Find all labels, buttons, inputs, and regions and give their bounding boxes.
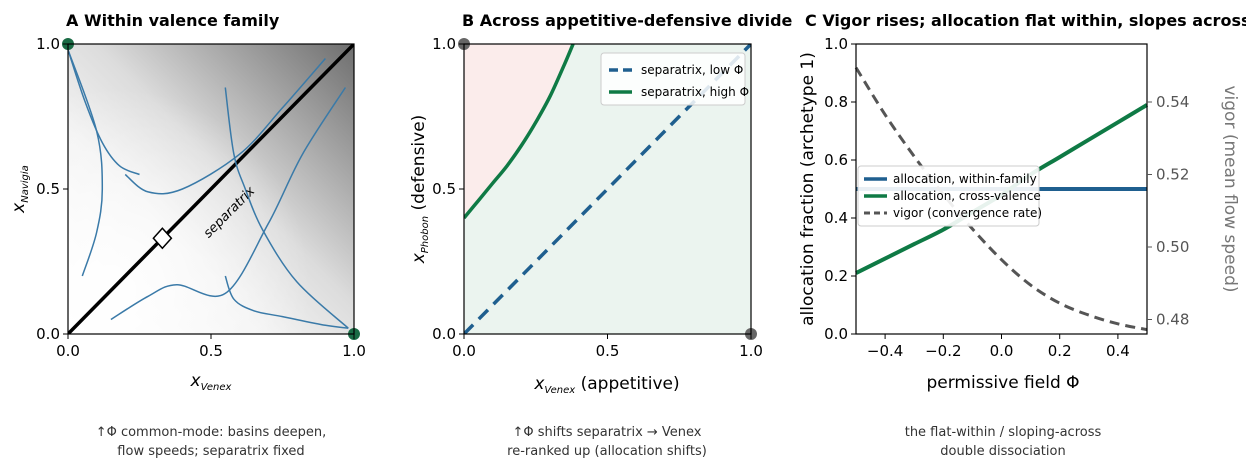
panel-b-xlabel: xVenex (appetitive) [533,374,679,396]
panel-b-xtick-label: 0.5 [596,342,620,360]
panel-c-ylabel-left: allocation fraction (archetype 1) [798,52,818,326]
panel-b-xtick-label: 1.0 [739,342,763,360]
panel-c-ytick-label: 1.0 [824,35,848,53]
panel-c-ytick-label: 0.2 [824,267,848,285]
panel-b-xtick-label: 0.0 [452,342,476,360]
panel-c-legend-box [857,165,1040,227]
panel-c-ytick-right-label: 0.48 [1156,311,1189,329]
legend-label-cross: allocation, cross-valence [893,189,1041,203]
panel-a-caption-line-1: ↑Φ common-mode: basins deepen, [96,425,327,440]
panel-b-plot [464,44,751,334]
panel-a-ytick-label: 0.5 [36,180,60,198]
saddle-point-marker [152,227,173,250]
panel-c-ytick-label: 0.8 [824,93,848,111]
flow-trajectory-6 [110,87,347,321]
flow-trajectory-2 [68,49,104,277]
panel-b-title: B Across appetitive-defensive divide [462,11,793,30]
panel-a-caption-line-2: flow speeds; separatrix fixed [117,444,304,459]
panel-a-xtick-label: 1.0 [342,342,366,360]
panel-b-ticks: 0.0 0.5 1.0 0.0 0.5 1.0 [432,35,763,360]
panel-a-title: A Within valence family [66,11,280,30]
legend-label-low-phi: separatrix, low Φ [641,63,743,77]
panel-c-ticks: −0.4 −0.2 0.0 0.2 0.4 0.0 0.2 0.4 0.6 0.8 1.0 0.48 0… [824,35,1189,360]
panel-c-xlabel: permissive field Φ [926,373,1079,393]
panel-c-ytick-label: 0.0 [824,325,848,343]
panel-c-ylabel-right: vigor (mean flow speed) [1220,85,1240,292]
panel-a-ytick-label: 0.0 [36,325,60,343]
panel-a-xlabel: xVenex [190,371,232,393]
panel-a-plot [68,44,354,334]
panel-b: B Across appetitive-defensive divide 0.0… [409,11,793,459]
panel-c-xtick-label: 0.4 [1106,342,1130,360]
panel-a-xtick-label: 0.5 [199,342,223,360]
panel-c-ytick-right-label: 0.52 [1156,166,1189,184]
region-above-separatrix [464,44,574,218]
flow-trajectory-5 [224,275,349,329]
panel-b-ytick-label: 0.0 [432,325,456,343]
flow-trajectory-3 [124,58,326,195]
panel-b-caption-line-1: ↑Φ shifts separatrix → Venex [512,425,701,440]
panel-b-legend: separatrix, low Φ separatrix, high Φ [600,52,749,106]
vigor-line [854,66,1148,332]
panel-c-ytick-right-label: 0.54 [1156,93,1189,111]
panel-c-xtick-label: 0.2 [1048,342,1072,360]
panel-c-ytick-label: 0.6 [824,151,848,169]
panel-b-ytick-label: 1.0 [432,35,456,53]
panel-c: C Vigor rises; allocation flat within, s… [798,11,1246,459]
panel-a-ytick-label: 1.0 [36,35,60,53]
panel-a-xtick-label: 0.0 [56,342,80,360]
legend-label-vigor: vigor (convergence rate) [893,206,1042,220]
panel-a-ticks: 0.0 0.5 1.0 0.0 0.5 1.0 [36,35,366,360]
panel-c-caption-line-1: the flat-within / sloping-across [905,425,1102,440]
panel-c-xtick-label: −0.4 [867,342,903,360]
separatrix-high-phi-line [464,44,575,220]
panel-c-title: C Vigor rises; allocation flat within, s… [805,11,1246,30]
separatrix-line [68,44,354,334]
panel-c-ytick-label: 0.4 [824,209,848,227]
legend-label-high-phi: separatrix, high Φ [641,85,749,99]
panel-c-caption-line-2: double dissociation [940,444,1065,459]
panel-c-legend: allocation, within-family allocation, cr… [857,165,1042,227]
panel-c-xtick-label: −0.2 [925,342,961,360]
panel-b-ytick-label: 0.5 [432,180,456,198]
panel-b-legend-box [600,52,746,106]
panel-a-ylabel: xNavigia [9,165,31,214]
panel-b-caption-line-2: re-ranked up (allocation shifts) [507,444,707,459]
flow-trajectory-1 [68,49,140,176]
panel-b-ylabel: xPhobon (defensive) [409,115,431,265]
panel-c-xtick-label: 0.0 [990,342,1014,360]
panel-c-ytick-right-label: 0.50 [1156,238,1189,256]
legend-label-within: allocation, within-family [893,172,1037,186]
panel-a: A Within valence family 0.0 0.5 1.0 0.0 0.5 1… [9,11,366,459]
flow-trajectory-4 [224,87,349,329]
